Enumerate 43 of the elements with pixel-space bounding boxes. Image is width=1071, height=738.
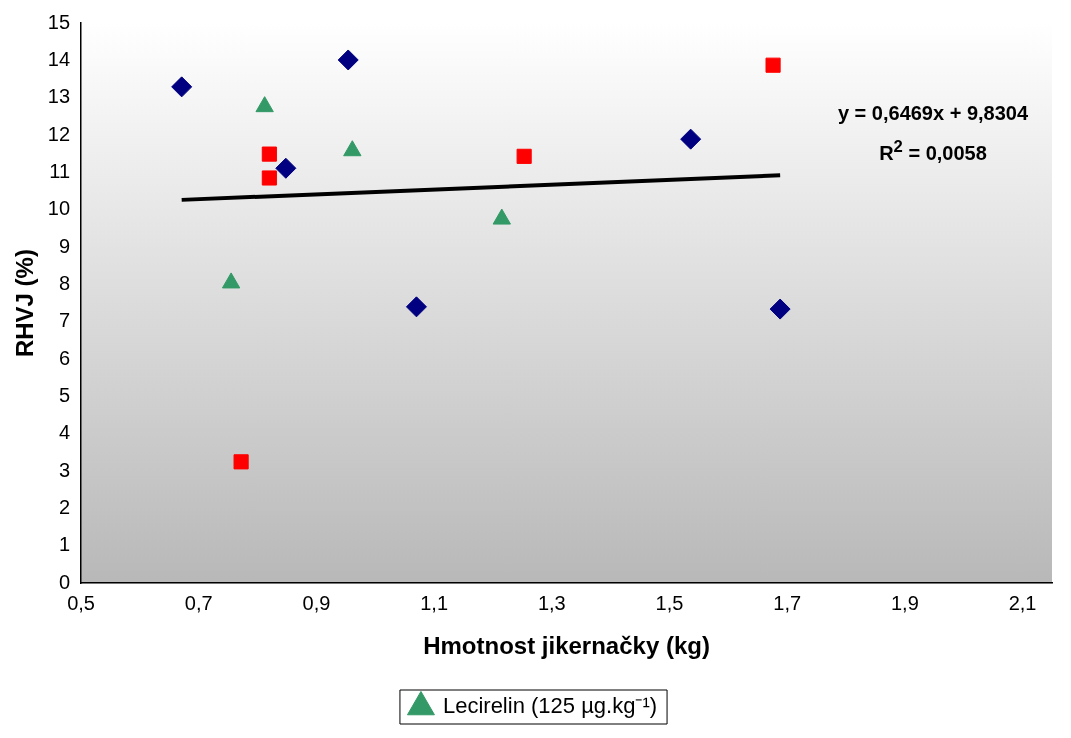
y-tick-label: 6 [58, 346, 71, 369]
x-tick-label: 0,9 [302, 591, 331, 614]
annotation: R$^{2}$ = 0,0058 [878, 136, 988, 166]
point [765, 57, 781, 73]
y-tick-label: 13 [47, 85, 71, 108]
point [343, 140, 362, 157]
y-axis-title: RHVJ (%) [11, 249, 39, 358]
point [255, 96, 274, 113]
y-tick-label: 0 [58, 570, 71, 593]
x-tick-label: 0,7 [184, 591, 213, 614]
point [680, 128, 702, 150]
point [405, 296, 427, 318]
y-tick-label: 11 [49, 159, 71, 182]
y-tick-label: 8 [58, 271, 71, 294]
y-tick-label: 14 [47, 47, 71, 70]
y-tick-label: 9 [58, 234, 71, 257]
x-tick-label: 2,1 [1008, 591, 1037, 614]
y-tick-label: 7 [58, 309, 71, 332]
y-tick-label: 1 [58, 533, 71, 556]
point [769, 298, 791, 320]
x-tick-label: 1,7 [773, 591, 802, 614]
y-tick-label: 15 [47, 10, 71, 33]
y-tick-label: 3 [58, 458, 71, 481]
y-tick-label: 10 [47, 197, 71, 220]
point [261, 170, 277, 186]
point [171, 76, 193, 98]
point [233, 454, 249, 470]
annotation: y = 0,6469x + 9,8304 [836, 101, 1030, 126]
y-tick-label: 12 [47, 122, 71, 145]
y-tick-label: 4 [58, 421, 71, 444]
x-tick-label: 1,5 [655, 591, 684, 614]
x-tick-label: 1,9 [890, 591, 919, 614]
point [261, 146, 277, 162]
y-tick-label: 2 [58, 496, 71, 519]
x-axis-title: Hmotnost jikernačky (kg) [423, 632, 710, 660]
point [275, 157, 297, 179]
point [516, 148, 532, 164]
point [337, 49, 359, 71]
legend-label: Lecirelin (125 µg.kg⁻¹) [442, 693, 658, 719]
x-tick-label: 1,1 [420, 591, 449, 614]
x-tick-label: 0,5 [67, 591, 95, 614]
x-tick-label: 1,3 [537, 591, 566, 614]
y-tick-label: 5 [58, 383, 71, 406]
